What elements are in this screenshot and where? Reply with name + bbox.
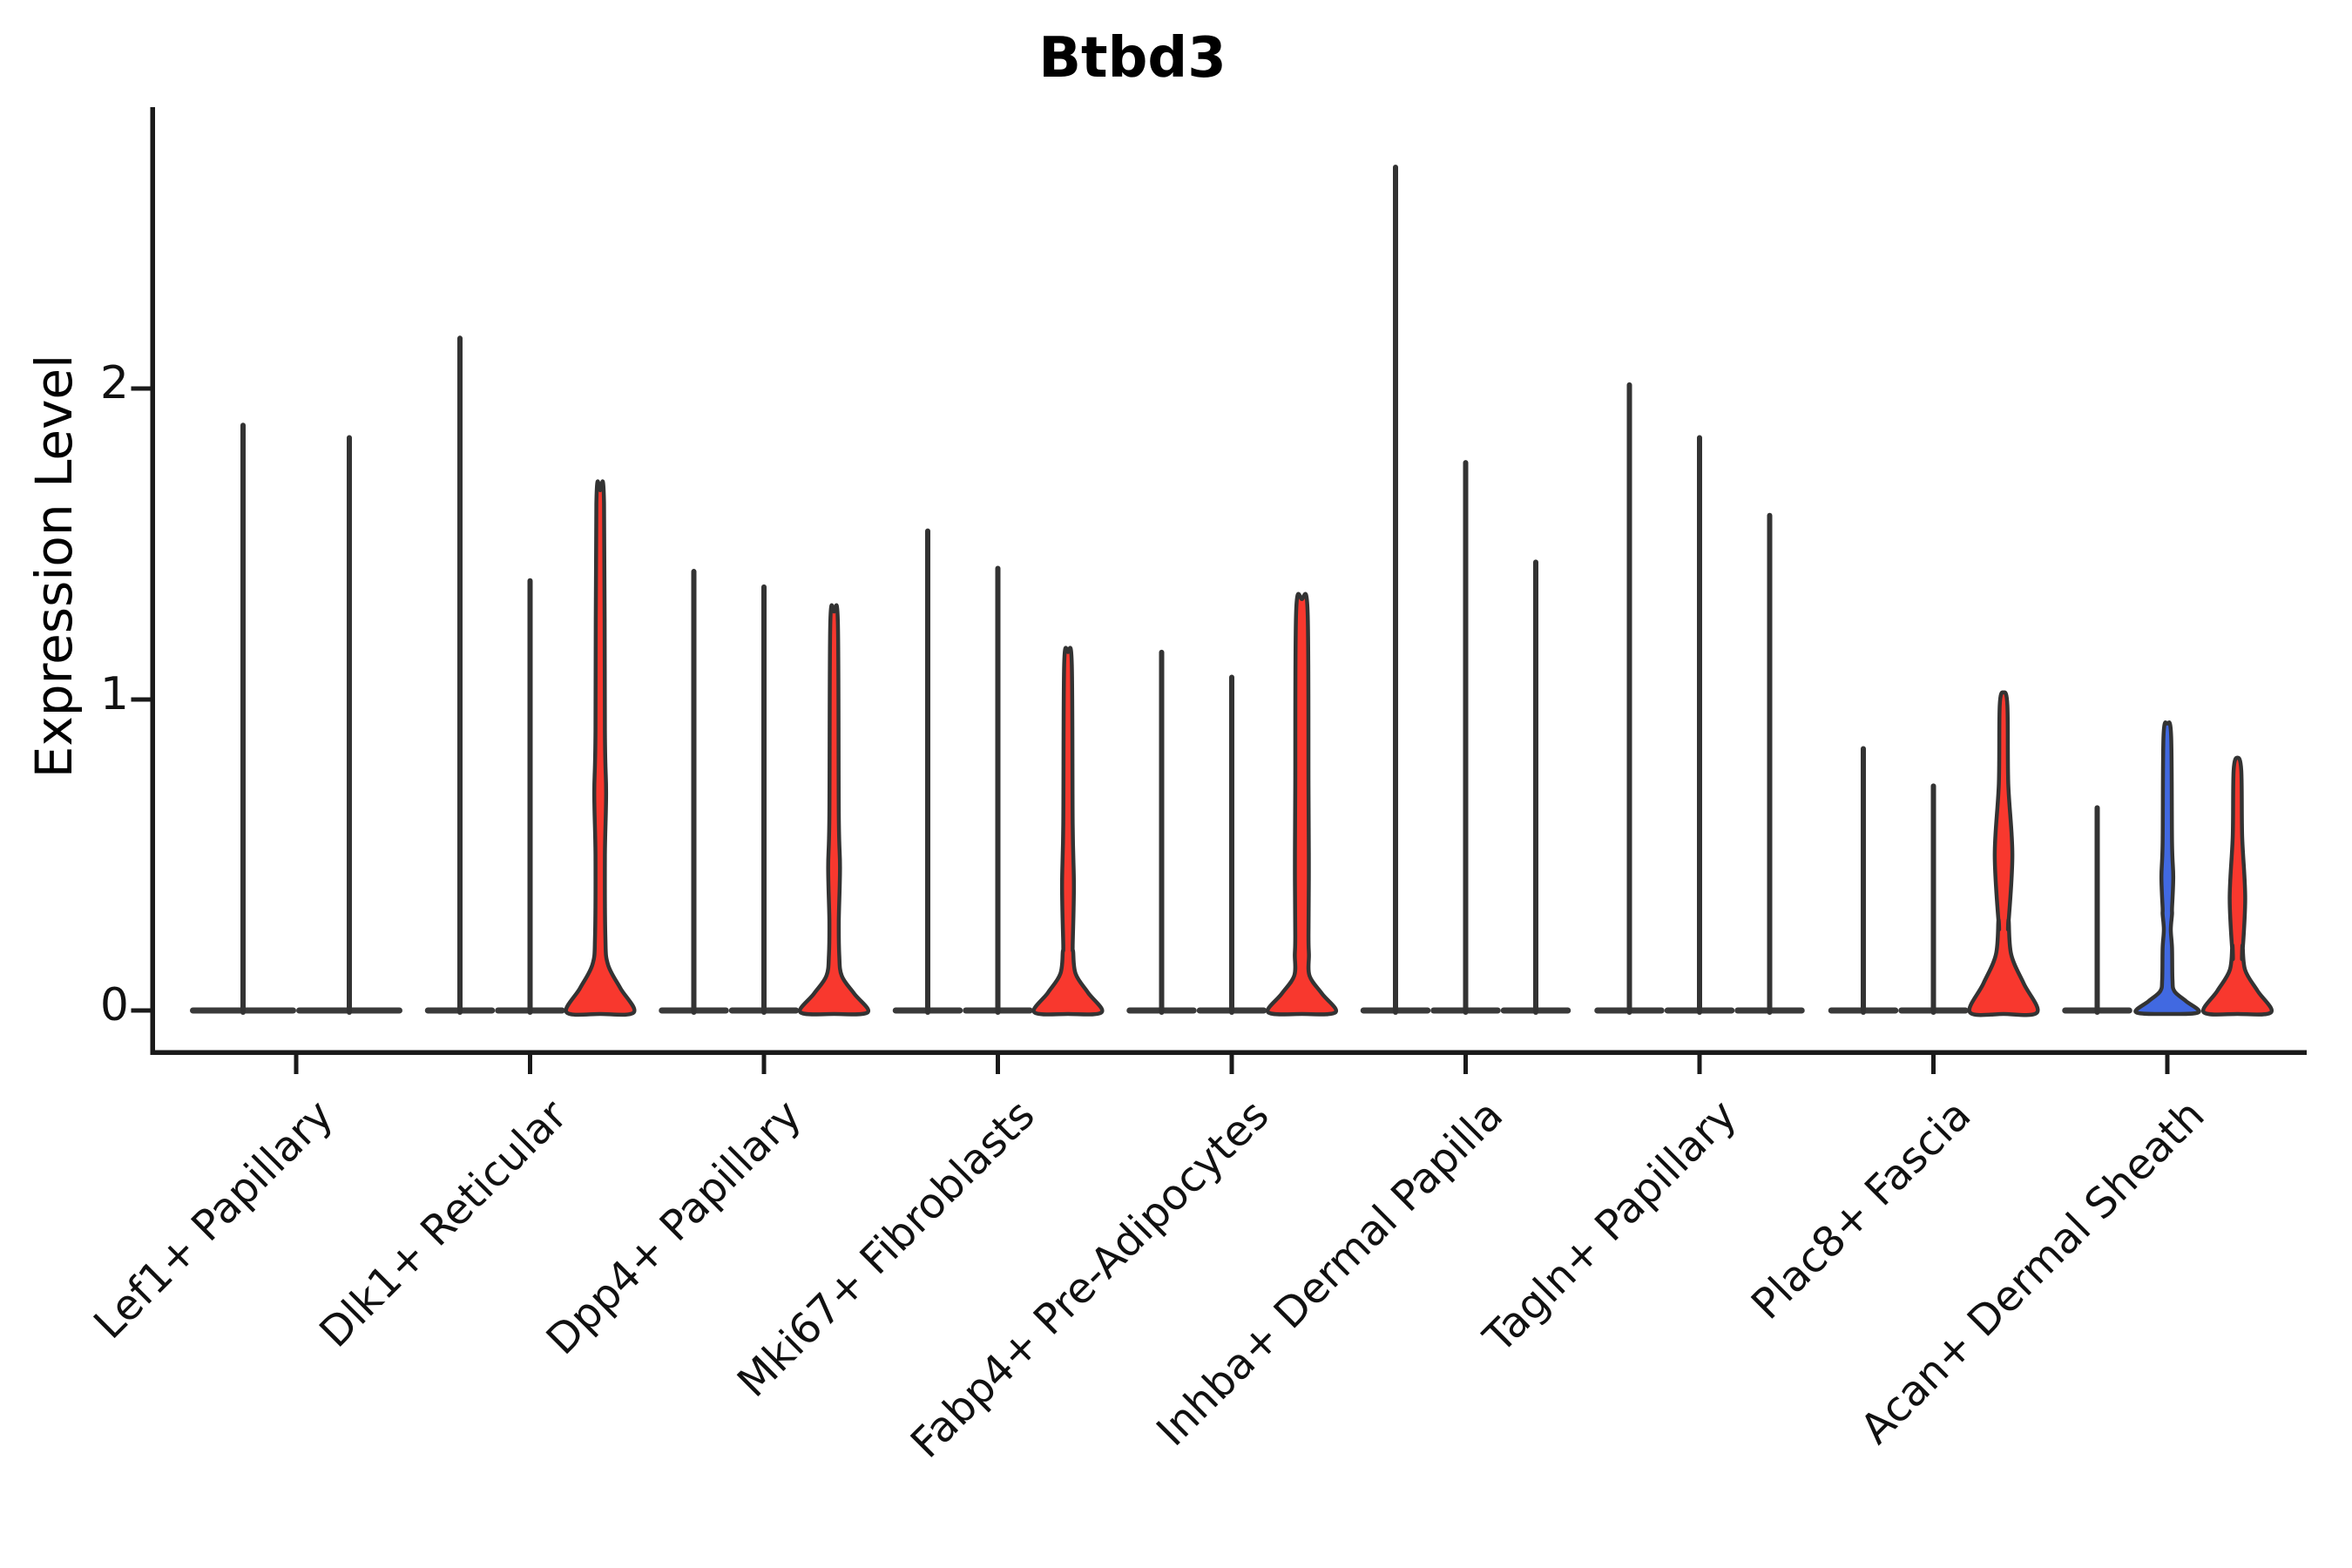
y-tick [131,1008,151,1013]
y-tick [131,697,151,702]
violin-red [1967,690,2040,1017]
violin-red [1031,645,1105,1017]
y-axis-spine [150,107,155,1055]
x-tick [1229,1055,1234,1074]
violin-red [797,603,871,1017]
x-tick [1697,1055,1702,1074]
violin-red [1265,591,1339,1017]
violin-red [564,479,637,1017]
y-tick-label: 0 [99,979,129,1031]
x-tick [761,1055,767,1074]
violin-blue [2133,720,2201,1017]
x-tick [996,1055,1000,1074]
violin-red [2201,755,2274,1017]
y-tick-label: 1 [99,668,129,720]
x-tick [1463,1055,1468,1074]
chart-title: Btbd3 [1038,26,1227,91]
x-tick [1931,1055,1936,1074]
x-tick [528,1055,532,1074]
x-axis-spine [150,1050,2307,1055]
y-tick [131,386,151,391]
x-tick [2165,1055,2170,1074]
x-tick [294,1055,299,1074]
y-tick-label: 2 [99,357,129,409]
